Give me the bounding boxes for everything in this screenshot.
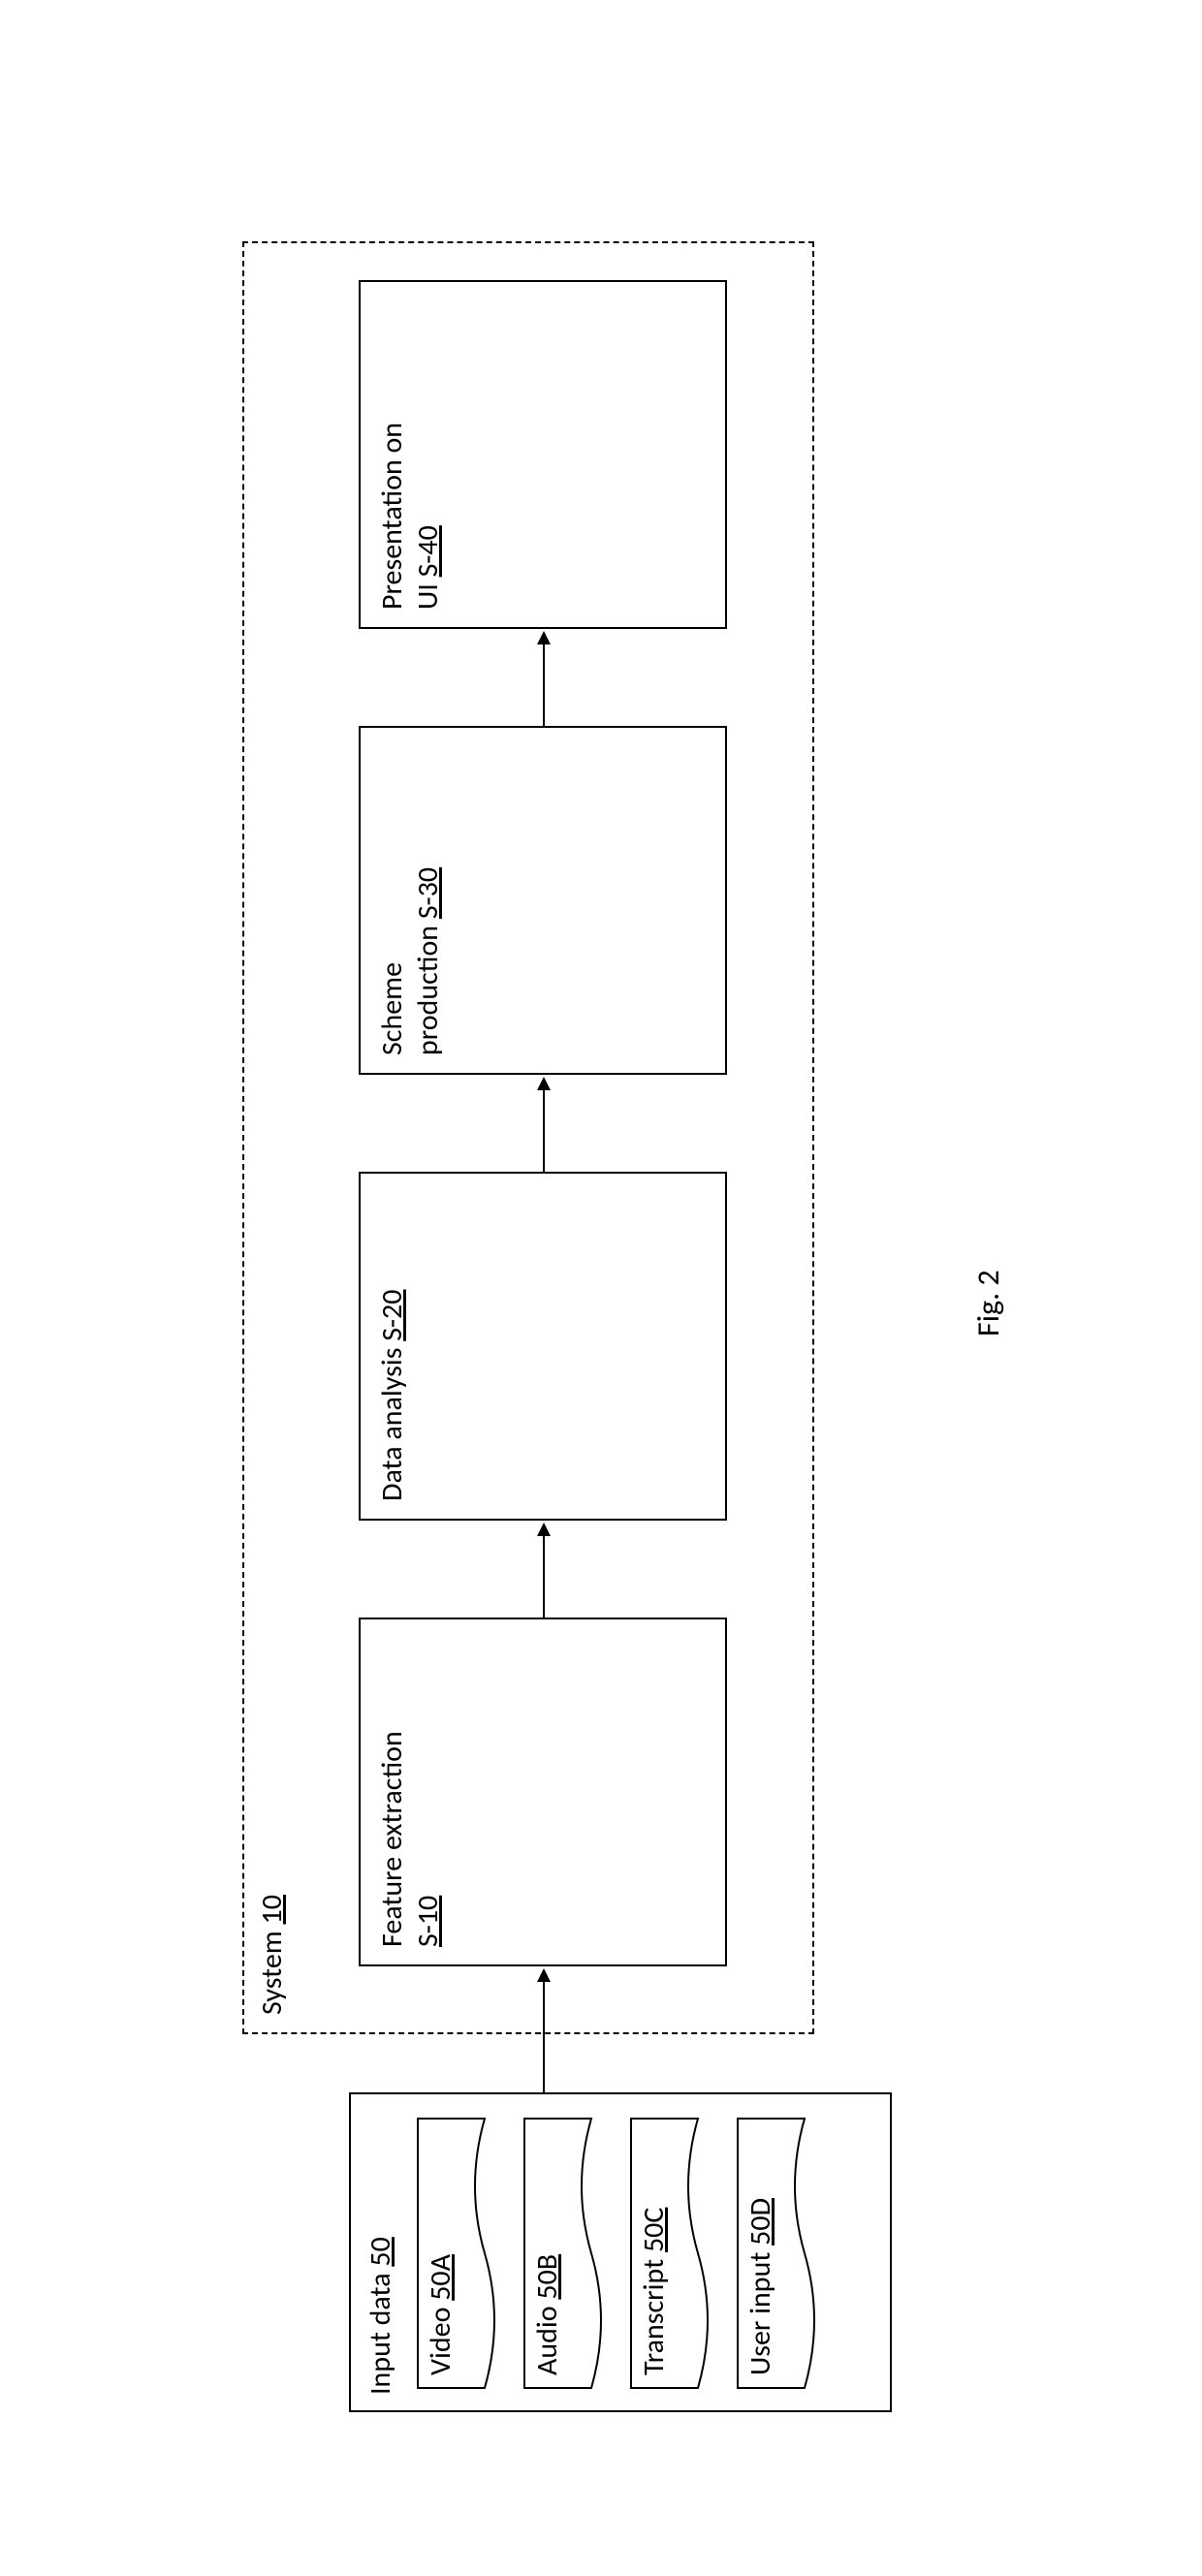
input-item-ref: 50A <box>423 2254 459 2301</box>
input-item-video: Video 50A <box>417 2118 500 2389</box>
system-label-ref: 10 <box>254 1895 290 1924</box>
step-feature-extraction: Feature extraction S-10 <box>359 1618 727 1966</box>
step-ref: S-40 <box>410 525 446 577</box>
input-item-ref: 50D <box>743 2198 778 2246</box>
arrow-icon <box>543 1524 545 1618</box>
input-data-title-text: Input data <box>363 2267 398 2395</box>
input-item-audio: Audio 50B <box>523 2118 607 2389</box>
step-ref: S-30 <box>410 867 446 919</box>
arrow-icon <box>543 1970 545 2092</box>
step-line2-text: UI <box>410 577 446 610</box>
step-scheme-production: Scheme production S-30 <box>359 726 727 1075</box>
step-presentation-ui: Presentation on UI S-40 <box>359 280 727 629</box>
step-line2: UI S-40 <box>410 299 446 610</box>
arrow-icon <box>543 1079 545 1172</box>
figure-label: Fig. 2 <box>969 1270 1007 1336</box>
input-data-title: Input data 50 <box>363 2110 398 2395</box>
step-data-analysis: Data analysis S-20 <box>359 1172 727 1521</box>
diagram-canvas: Input data 50 Video 50A Audio 50B Transc… <box>116 125 1086 2451</box>
input-item-label: User input <box>743 2246 778 2375</box>
input-item-label: Transcript <box>636 2252 672 2375</box>
step-ref: S-10 <box>410 1896 446 1947</box>
step-line1: Scheme <box>374 745 410 1055</box>
step-line1: Data analysis S-20 <box>374 1191 410 1501</box>
input-item-ref: 50B <box>529 2254 565 2300</box>
step-line1: Presentation on <box>374 299 410 610</box>
step-line2-text: production <box>410 919 446 1055</box>
input-item-label: Audio <box>529 2300 565 2375</box>
step-line2: production S-30 <box>410 745 446 1055</box>
system-label-text: System <box>254 1924 290 2015</box>
step-line1: Feature extraction <box>374 1637 410 1947</box>
input-item-ref: 50C <box>636 2208 672 2252</box>
input-item-transcript: Transcript 50C <box>630 2118 713 2389</box>
input-item-user-input: User input 50D <box>737 2118 820 2389</box>
system-label: System 10 <box>254 1895 290 2015</box>
input-data-title-ref: 50 <box>363 2237 398 2266</box>
arrow-icon <box>543 633 545 726</box>
step-line1-text: Data analysis <box>374 1341 410 1501</box>
input-item-label: Video <box>423 2301 459 2375</box>
step-ref: S-20 <box>374 1290 410 1341</box>
